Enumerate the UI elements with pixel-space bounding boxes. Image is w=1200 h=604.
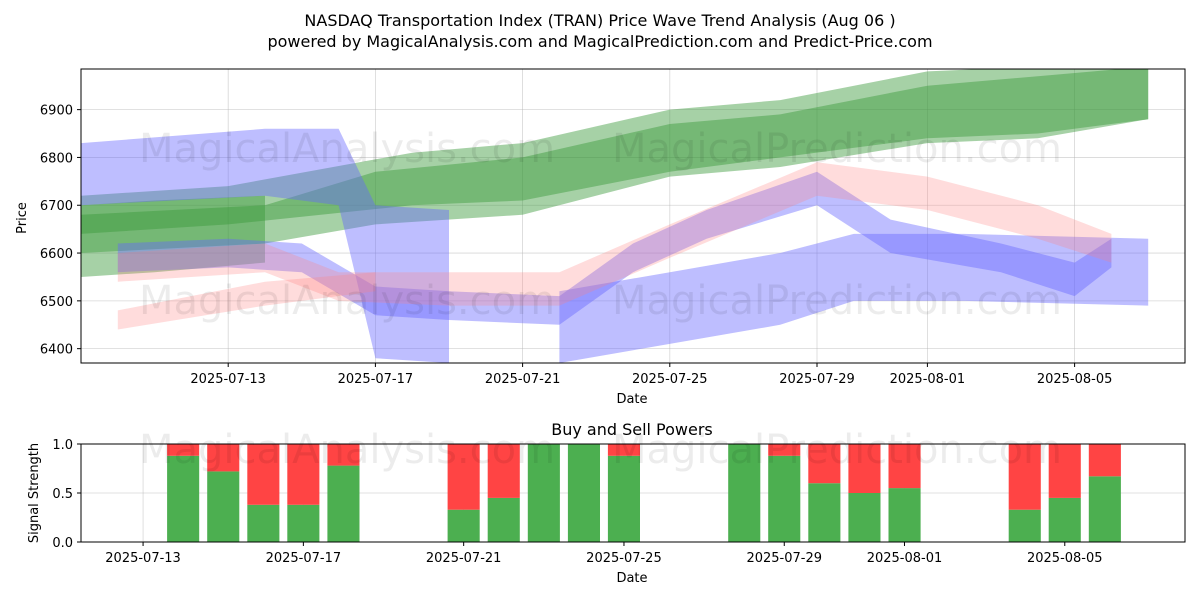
buy-power-bar bbox=[768, 455, 801, 542]
price-plot-frame bbox=[80, 68, 1186, 364]
x-tick-label: 2025-07-17 bbox=[338, 372, 414, 387]
x-tick-label: 2025-07-29 bbox=[779, 372, 855, 387]
buy-power-bar bbox=[848, 493, 881, 542]
signal-y-axis: 0.0 0.5 1.0 bbox=[52, 438, 81, 551]
watermark-text: MagicalPrediction.com bbox=[612, 278, 1062, 324]
signal-bars bbox=[167, 444, 1121, 542]
blue-wave-band bbox=[81, 128, 449, 363]
blue-wave-band bbox=[559, 233, 1149, 363]
y-tick-label: 6400 bbox=[40, 343, 73, 358]
price-x-axis: 2025-07-13 2025-07-17 2025-07-21 2025-07-25… bbox=[190, 363, 1112, 387]
chart-title: NASDAQ Transportation Index (TRAN) Price… bbox=[304, 11, 895, 30]
sell-power-bar bbox=[888, 444, 921, 489]
x-tick-label: 2025-07-25 bbox=[632, 372, 708, 387]
watermark-text: MagicalAnalysis.com bbox=[139, 278, 555, 324]
buy-power-bar bbox=[327, 465, 360, 542]
buy-power-bar bbox=[1008, 509, 1041, 542]
sell-power-bar bbox=[607, 444, 640, 456]
sell-power-bar bbox=[768, 444, 801, 456]
red-wave-band bbox=[117, 272, 376, 330]
buy-power-bar bbox=[207, 471, 240, 542]
sell-power-bar bbox=[327, 444, 360, 466]
buy-power-bar bbox=[1088, 476, 1121, 542]
y-tick-label: 1.0 bbox=[52, 438, 73, 453]
x-tick-label: 2025-07-21 bbox=[485, 372, 561, 387]
y-tick-label: 6800 bbox=[40, 151, 73, 166]
price-x-axis-label: Date bbox=[616, 392, 647, 407]
sell-power-bar bbox=[447, 444, 480, 510]
y-tick-label: 6700 bbox=[40, 199, 73, 214]
y-tick-label: 6900 bbox=[40, 104, 73, 119]
x-tick-label: 2025-07-29 bbox=[746, 551, 822, 566]
sell-power-bar bbox=[167, 444, 200, 456]
green-wave-band bbox=[81, 195, 265, 277]
chart-subtitle: powered by MagicalAnalysis.com and Magic… bbox=[267, 32, 932, 51]
x-tick-label: 2025-07-13 bbox=[105, 551, 181, 566]
y-tick-label: 0.5 bbox=[52, 487, 73, 502]
price-grid bbox=[81, 69, 1185, 363]
y-tick-label: 6600 bbox=[40, 247, 73, 262]
buy-power-bar bbox=[447, 509, 480, 542]
sell-power-bar bbox=[287, 444, 320, 505]
sell-power-bar bbox=[207, 444, 240, 472]
buy-power-bar bbox=[607, 455, 640, 542]
buy-power-bar bbox=[247, 504, 280, 542]
watermark-text: MagicalPrediction.com bbox=[612, 126, 1062, 172]
x-tick-label: 2025-07-21 bbox=[426, 551, 502, 566]
watermark-layer: MagicalAnalysis.com MagicalPrediction.co… bbox=[139, 427, 1062, 473]
y-tick-label: 0.0 bbox=[52, 536, 73, 551]
x-tick-label: 2025-07-13 bbox=[190, 372, 266, 387]
buy-power-bar bbox=[287, 504, 320, 542]
buy-power-bar bbox=[487, 497, 520, 542]
watermark-layer: MagicalAnalysis.com MagicalPrediction.co… bbox=[139, 126, 1062, 324]
red-wave-band bbox=[117, 162, 1112, 306]
x-tick-label: 2025-08-05 bbox=[1037, 372, 1113, 387]
sell-power-bar bbox=[1008, 444, 1041, 510]
price-y-axis-label: Price bbox=[15, 202, 30, 234]
y-tick-label: 6500 bbox=[40, 295, 73, 310]
x-tick-label: 2025-08-01 bbox=[867, 551, 943, 566]
x-tick-label: 2025-07-17 bbox=[266, 551, 342, 566]
watermark-text: MagicalAnalysis.com bbox=[139, 126, 555, 172]
buy-power-bar bbox=[728, 444, 761, 542]
buy-power-bar bbox=[888, 488, 921, 542]
sell-power-bar bbox=[1088, 444, 1121, 477]
signal-y-axis-label: Signal Strength bbox=[27, 443, 42, 543]
buy-power-bar bbox=[527, 444, 560, 542]
green-wave-band bbox=[81, 69, 1149, 253]
green-wave-band bbox=[81, 69, 1149, 234]
price-wave-bands bbox=[81, 69, 1149, 363]
sell-power-bar bbox=[1048, 444, 1081, 498]
sell-power-bar bbox=[247, 444, 280, 505]
blue-wave-band bbox=[117, 171, 1112, 325]
signal-x-axis: 2025-07-13 2025-07-17 2025-07-21 2025-07-25… bbox=[105, 542, 1103, 566]
price-y-axis: 6400 6500 6600 6700 6800 6900 bbox=[40, 104, 81, 358]
sell-power-bar bbox=[848, 444, 881, 493]
buy-power-bar bbox=[808, 483, 841, 542]
x-tick-label: 2025-08-01 bbox=[890, 372, 966, 387]
signal-x-axis-label: Date bbox=[616, 571, 647, 586]
buy-power-bar bbox=[567, 444, 600, 542]
sell-power-bar bbox=[487, 444, 520, 498]
buy-power-bar bbox=[1048, 497, 1081, 542]
watermark-text: MagicalPrediction.com bbox=[612, 427, 1062, 473]
buy-power-bar bbox=[167, 455, 200, 542]
signal-chart-title: Buy and Sell Powers bbox=[551, 420, 713, 439]
sell-power-bar bbox=[808, 444, 841, 484]
x-tick-label: 2025-08-05 bbox=[1027, 551, 1103, 566]
x-tick-label: 2025-07-25 bbox=[586, 551, 662, 566]
watermark-text: MagicalAnalysis.com bbox=[139, 427, 555, 473]
